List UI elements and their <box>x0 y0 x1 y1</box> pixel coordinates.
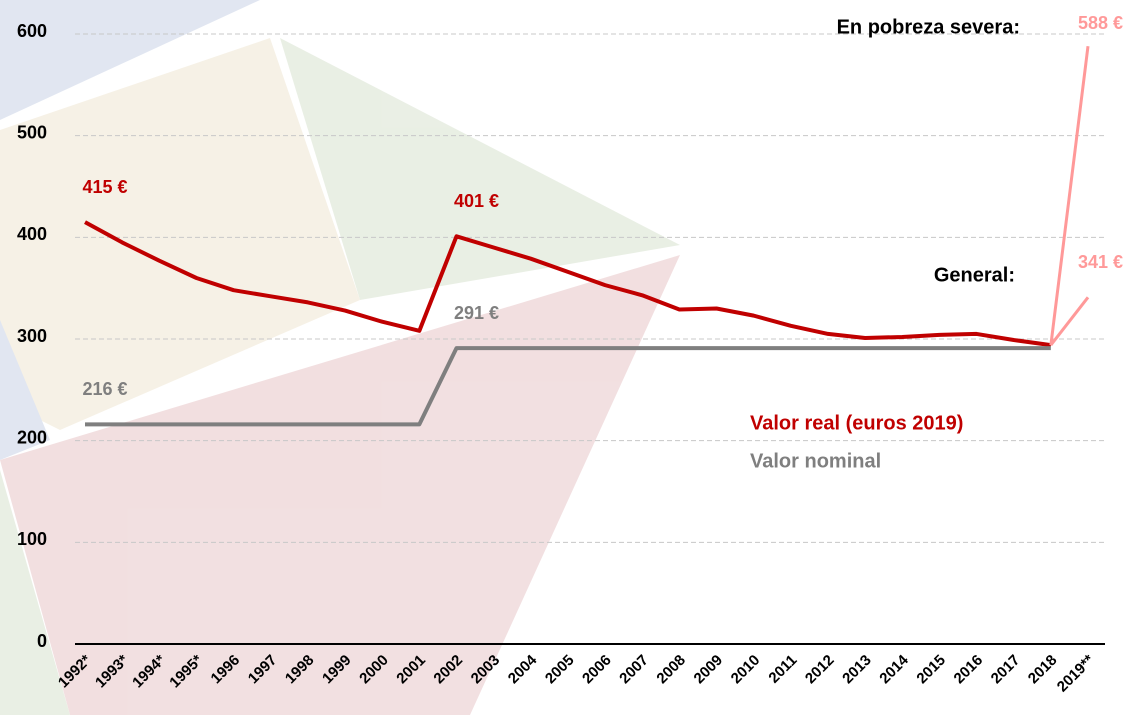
legend-label: General: <box>934 264 1015 286</box>
data-label: 415 € <box>82 177 127 197</box>
data-label: 341 € <box>1078 252 1123 272</box>
x-tick-label: 2004 <box>505 651 541 687</box>
legend-label: Valor real (euros 2019) <box>750 412 963 434</box>
page: {"chart_data": {"type": "line", "categor… <box>0 0 1126 715</box>
y-tick-label: 300 <box>17 326 47 346</box>
x-tick-label: 2015 <box>913 652 949 688</box>
x-tick-label: 2013 <box>839 652 875 688</box>
data-label: 291 € <box>454 303 499 323</box>
legend-label: Valor nominal <box>750 450 881 472</box>
x-tick-label: 2012 <box>802 652 838 688</box>
x-tick-label: 2008 <box>653 652 689 688</box>
data-label: 401 € <box>454 191 499 211</box>
y-tick-label: 200 <box>17 427 47 447</box>
y-tick-label: 400 <box>17 224 47 244</box>
series-line <box>1051 46 1088 345</box>
y-tick-label: 500 <box>17 122 47 142</box>
background-decoration <box>0 0 680 715</box>
x-tick-label: 2019** <box>1054 652 1098 696</box>
y-tick-label: 100 <box>17 529 47 549</box>
x-tick-label: 2010 <box>728 652 764 688</box>
x-tick-label: 2005 <box>542 652 578 688</box>
x-tick-label: 2007 <box>616 652 652 688</box>
x-tick-label: 2009 <box>691 652 727 688</box>
x-tick-label: 2006 <box>579 652 615 688</box>
data-label: 588 € <box>1078 13 1123 33</box>
x-tick-label: 2014 <box>876 651 912 687</box>
x-tick-label: 2016 <box>951 652 987 688</box>
data-label: 216 € <box>82 379 127 399</box>
y-tick-label: 0 <box>37 631 47 651</box>
x-tick-label: 2017 <box>988 652 1024 688</box>
chart: 01002003004005006001992*1993*1994*1995*1… <box>0 0 1126 715</box>
x-tick-label: 2011 <box>765 652 800 687</box>
legend-label: En pobreza severa: <box>837 16 1020 38</box>
y-tick-label: 600 <box>17 21 47 41</box>
